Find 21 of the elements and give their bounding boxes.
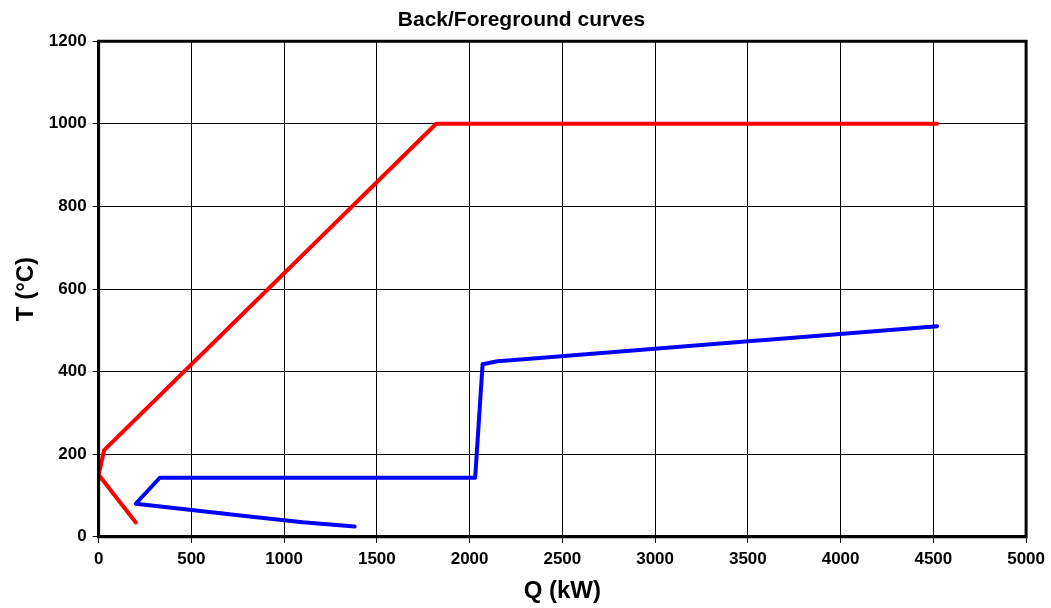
x-tick-label: 1500	[357, 548, 396, 568]
y-axis-title: T (°C)	[11, 256, 39, 322]
x-tick-label: 4000	[821, 548, 860, 568]
y-tick-label: 200	[58, 443, 87, 463]
x-tick-label: 3500	[728, 548, 767, 568]
x-tick-label: 500	[177, 548, 206, 568]
y-tick-label: 0	[77, 526, 87, 546]
y-tick-label: 1000	[48, 113, 87, 133]
y-tick-label: 400	[58, 361, 87, 381]
x-tick-label: 1000	[265, 548, 304, 568]
x-tick-label: 3000	[636, 548, 675, 568]
x-tick-label: 2500	[543, 548, 582, 568]
y-tick-label: 800	[58, 196, 87, 216]
x-tick-label: 5000	[1007, 548, 1045, 568]
chart-title: Back/Foreground curves	[397, 7, 646, 31]
y-tick-label: 1200	[48, 30, 87, 50]
x-axis-title: Q (kW)	[523, 576, 602, 604]
x-tick-label: 0	[93, 548, 104, 568]
x-tick-label: 2000	[450, 548, 489, 568]
x-tick-label: 4500	[914, 548, 953, 568]
y-tick-label: 600	[58, 278, 87, 298]
